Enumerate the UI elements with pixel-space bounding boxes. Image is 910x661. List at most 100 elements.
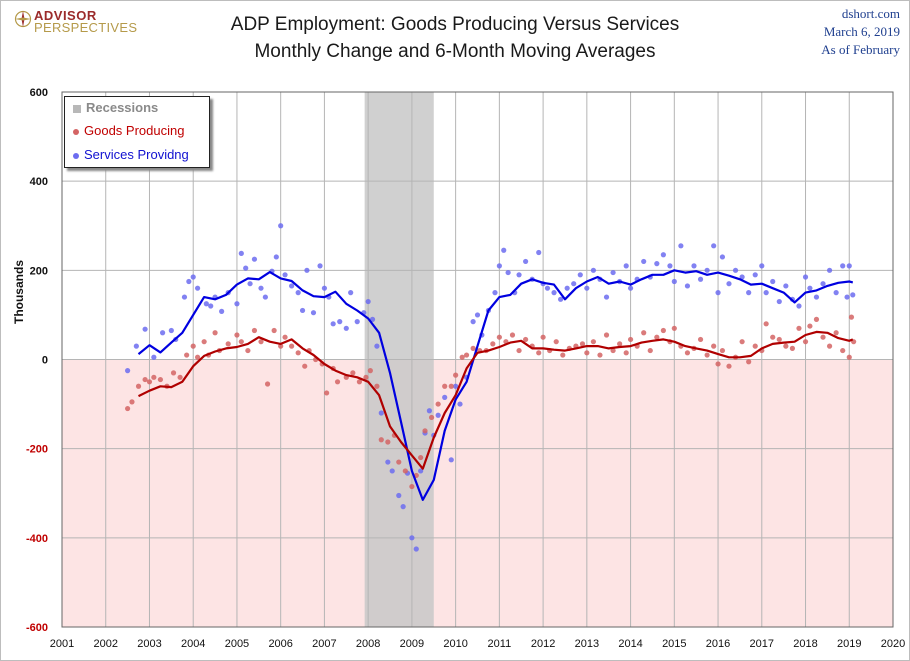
negative-zone [62, 359, 893, 627]
goods-monthly-point [374, 383, 380, 389]
services-monthly-point [551, 290, 557, 296]
goods-monthly-point [356, 379, 363, 385]
goods-monthly-point [212, 330, 218, 336]
compass-icon [14, 10, 32, 28]
goods-monthly-point [435, 401, 441, 407]
goods-monthly-point [704, 352, 710, 358]
goods-monthly-point [553, 339, 559, 345]
services-monthly-point [844, 294, 850, 300]
services-monthly-point [186, 278, 192, 285]
goods-monthly-point [234, 332, 240, 338]
services-monthly-point [343, 325, 349, 331]
services-monthly-point [219, 308, 225, 314]
services-monthly-point [400, 504, 406, 510]
goods-monthly-point [428, 414, 435, 421]
services-monthly-point [208, 303, 214, 309]
goods-monthly-point [617, 341, 623, 347]
legend: Recessions Goods Producing Services Prov… [64, 96, 210, 168]
goods-monthly-point [194, 354, 201, 360]
chart-title: ADP Employment: Goods Producing Versus S… [230, 14, 680, 35]
legend-label-recessions: Recessions [86, 100, 159, 115]
services-monthly-point [321, 285, 328, 291]
goods-monthly-point [302, 363, 308, 369]
services-monthly-point [501, 247, 507, 253]
x-tick-label: 2004 [181, 638, 205, 650]
services-monthly-point [203, 301, 209, 307]
services-monthly-point [258, 285, 264, 291]
services-monthly-point [654, 261, 660, 267]
goods-monthly-point [409, 483, 415, 490]
goods-monthly-point [225, 341, 231, 347]
goods-monthly-point [378, 437, 384, 443]
services-monthly-point [448, 457, 454, 463]
services-monthly-point [523, 258, 529, 265]
services-monthly-point [337, 319, 343, 325]
services-monthly-point [181, 294, 188, 300]
legend-label-goods: Goods Producing [84, 123, 185, 138]
goods-monthly-point [142, 376, 148, 383]
services-monthly-point [719, 254, 726, 260]
goods-monthly-point [590, 339, 597, 345]
services-monthly-point [273, 254, 279, 260]
goods-monthly-point [496, 334, 502, 340]
goods-monthly-point [752, 343, 758, 349]
services-monthly-point [133, 343, 139, 349]
goods-monthly-point [697, 336, 704, 343]
goods-monthly-point [157, 376, 164, 383]
services-moving-average-line [137, 269, 854, 501]
x-tick-label: 2001 [50, 638, 74, 650]
services-monthly-point [678, 243, 684, 249]
services-monthly-point [262, 294, 268, 300]
goods-monthly-point [846, 354, 852, 360]
services-monthly-point [474, 312, 481, 318]
source-site: dshort.com [841, 6, 900, 21]
legend-item-goods: Goods Producing [73, 123, 184, 138]
services-monthly-point [190, 274, 196, 280]
services-monthly-point [641, 258, 647, 265]
plot-border [61, 91, 894, 628]
services-monthly-point [667, 263, 673, 269]
goods-monthly-point [603, 332, 610, 338]
goods-monthly-point [584, 350, 590, 356]
goods-monthly-point [516, 347, 522, 354]
x-tick-label: 2009 [400, 638, 424, 650]
x-tick-label: 2018 [793, 638, 817, 650]
goods-monthly-point [715, 361, 721, 367]
goods-monthly-point [258, 339, 264, 345]
goods-monthly-point [448, 383, 454, 389]
goods-monthly-point [776, 336, 782, 343]
goods-monthly-point [238, 339, 244, 345]
services-monthly-point [516, 272, 522, 278]
services-monthly-point [846, 263, 852, 269]
services-monthly-point [763, 290, 769, 296]
services-monthly-point [304, 267, 310, 273]
services-monthly-point [435, 412, 441, 418]
goods-monthly-point [660, 327, 666, 334]
services-monthly-point [289, 283, 295, 289]
services-monthly-point [746, 290, 752, 296]
y-tick-label: -400 [26, 533, 48, 545]
services-monthly-point [496, 263, 502, 269]
services-monthly-point [330, 321, 336, 327]
services-monthly-point [796, 303, 802, 309]
goods-monthly-point [739, 339, 745, 345]
goods-monthly-point [245, 347, 251, 354]
logo-text-perspectives: PERSPECTIVES [34, 20, 138, 35]
x-tick-label: 2014 [618, 638, 642, 650]
goods-monthly-point [833, 330, 839, 336]
goods-monthly-point [151, 374, 157, 380]
goods-monthly-point [783, 343, 789, 349]
goods-monthly-point [129, 399, 135, 405]
services-monthly-point [759, 263, 765, 269]
goods-monthly-point [848, 314, 855, 320]
y-tick-label: 400 [30, 176, 48, 188]
services-monthly-point [151, 354, 157, 360]
services-monthly-point [770, 278, 776, 285]
goods-monthly-point [796, 325, 802, 331]
services-monthly-point [732, 267, 739, 273]
goods-monthly-point [470, 345, 476, 351]
x-tick-label: 2008 [356, 638, 380, 650]
goods-monthly-point [271, 327, 277, 334]
legend-label-services: Services Providng [84, 147, 189, 162]
goods-monthly-point [453, 372, 459, 378]
